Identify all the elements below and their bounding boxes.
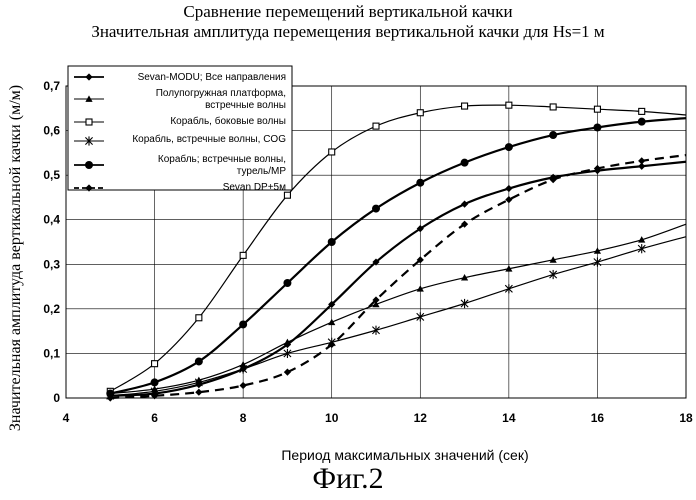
x-tick-label: 8	[240, 411, 247, 425]
data-point-marker	[639, 108, 645, 114]
legend: Sevan-MODU; Все направления Полупогружная…	[68, 66, 292, 193]
figure-label: Фиг.2	[0, 462, 696, 496]
x-tick-label: 4	[63, 411, 70, 425]
data-point-marker	[151, 378, 159, 386]
data-point-marker	[196, 315, 202, 321]
data-point-marker	[373, 123, 379, 129]
data-point-marker	[549, 131, 557, 139]
series-2	[107, 224, 686, 396]
x-tick-label: 10	[325, 411, 339, 425]
legend-label: Корабль, встречные волны, COG	[132, 133, 286, 145]
data-point-marker	[329, 149, 335, 155]
y-tick-label: 0,7	[43, 79, 60, 93]
data-point-marker	[240, 382, 247, 389]
data-point-marker	[195, 357, 203, 365]
y-tick-label: 0	[53, 391, 60, 405]
legend-label: Корабль; встречные волны,	[158, 153, 286, 165]
data-point-marker	[505, 143, 513, 151]
data-point-marker	[462, 103, 468, 109]
legend-label: Sevan-MODU; Все направления	[138, 72, 286, 83]
y-tick-label: 0,4	[43, 213, 60, 227]
data-point-marker	[593, 123, 601, 131]
data-point-marker	[284, 369, 291, 376]
data-point-marker	[594, 106, 600, 112]
data-point-marker	[638, 157, 645, 164]
y-tick-label: 0,5	[43, 168, 60, 182]
data-point-marker	[550, 270, 557, 279]
y-tick-label: 0,6	[43, 124, 60, 138]
x-axis-label: Период максимальных значений (сек)	[281, 447, 528, 463]
x-tick-label: 12	[414, 411, 428, 425]
data-point-marker	[85, 161, 93, 169]
data-point-marker	[372, 205, 380, 213]
data-point-marker	[372, 326, 379, 335]
data-point-marker	[417, 110, 423, 116]
data-point-marker	[461, 201, 468, 208]
x-tick-label: 6	[151, 411, 158, 425]
data-point-marker	[550, 104, 556, 110]
data-point-marker	[594, 257, 601, 266]
data-point-marker	[638, 244, 645, 253]
legend-label: Sevan DP+5м	[223, 182, 286, 193]
data-point-marker	[86, 119, 92, 125]
data-point-marker	[505, 196, 512, 203]
data-point-marker	[416, 179, 424, 187]
data-point-marker	[505, 284, 512, 293]
legend-label: Полупогружная платформа,	[156, 87, 286, 99]
data-point-marker	[328, 238, 336, 246]
y-tick-label: 0,3	[43, 257, 60, 271]
y-tick-label: 0,2	[43, 302, 60, 316]
data-point-marker	[506, 102, 512, 108]
x-tick-label: 16	[591, 411, 605, 425]
y-tick-label: 0,1	[43, 346, 60, 360]
data-point-marker	[239, 320, 247, 328]
data-point-marker	[283, 279, 291, 287]
data-point-marker	[284, 192, 290, 198]
legend-label: встречные волны	[205, 100, 286, 111]
data-point-marker	[461, 159, 469, 167]
legend-label: Корабль, боковые волны	[170, 115, 286, 127]
data-point-marker	[417, 312, 424, 321]
data-point-marker	[328, 319, 335, 325]
x-tick-label: 18	[679, 411, 693, 425]
data-point-marker	[638, 118, 646, 126]
data-point-marker	[152, 361, 158, 367]
data-point-marker	[461, 299, 468, 308]
x-tick-label: 14	[502, 411, 516, 425]
data-point-marker	[505, 185, 512, 192]
data-point-marker	[195, 389, 202, 396]
series-4	[107, 237, 686, 401]
legend-label: турель/MP	[237, 166, 287, 177]
data-point-marker	[240, 252, 246, 258]
y-axis-label: Значительная амплитуда вертикальной качк…	[7, 85, 24, 431]
